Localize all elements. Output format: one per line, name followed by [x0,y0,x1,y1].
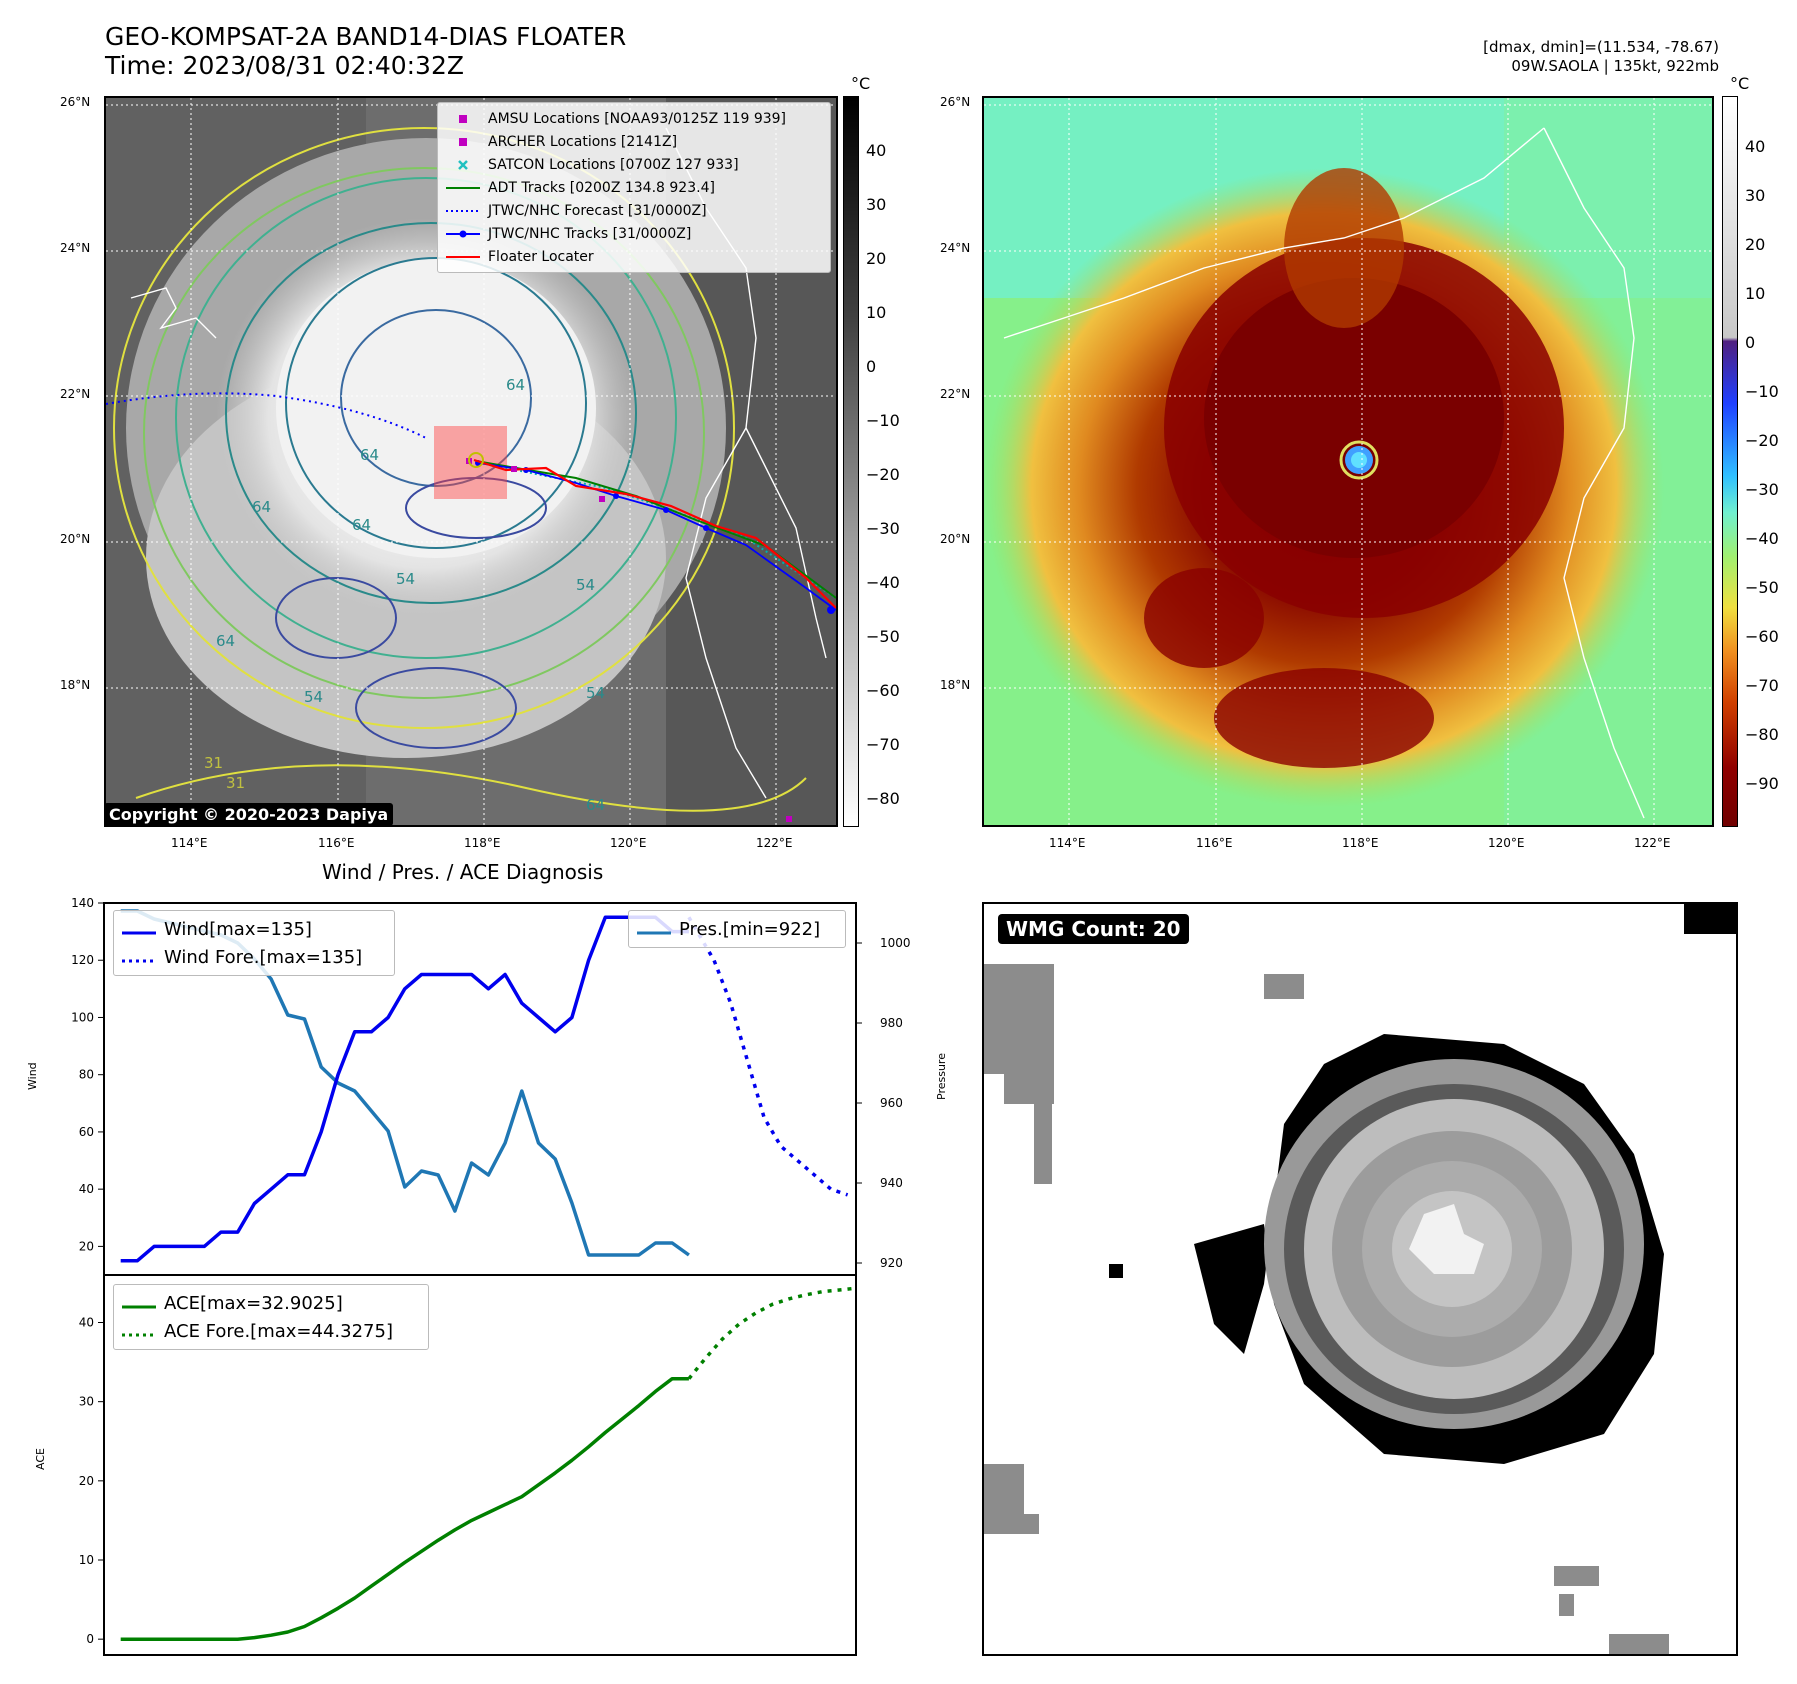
floater-locater-track [473,458,836,609]
left-colorbar [843,96,859,827]
legend-item: Wind[max=135] [122,915,386,943]
y-tick-label: 0 [86,1632,94,1646]
legend-item: SATCON Locations [0700Z 127 933] [446,153,822,176]
wind-legend: Wind[max=135] Wind Fore.[max=135] [113,910,395,976]
legend-item: ADT Tracks [0200Z 134.8 923.4] [446,176,822,199]
wind-line [120,915,689,1263]
x-marker-icon [446,159,480,171]
solid-line-icon [122,923,156,935]
right-colorbar [1722,96,1738,827]
y-tick-label: 20 [79,1474,94,1488]
solid-line-icon [122,1297,156,1309]
contour-label: 31 [204,754,223,772]
left-colorbar-unit: °C [851,74,871,93]
wmg-count-badge: WMG Count: 20 [998,914,1189,944]
y-tick-label: 20 [79,1239,94,1253]
y2-tick-label: 960 [880,1096,903,1110]
legend-item: ACE Fore.[max=44.3275] [122,1317,420,1345]
y-tick-label: 10 [79,1553,94,1567]
copyright-badge: Copyright © 2020-2023 Dapiya [104,803,394,826]
y-tick-label: 40 [79,1182,94,1196]
square-marker-icon [446,113,480,125]
wind-axis-label: Wind [26,1062,39,1090]
dotted-line-icon [446,205,480,217]
legend-item: JTWC/NHC Tracks [31/0000Z] [446,222,822,245]
dmax-dmin-text: [dmax, dmin]=(11.534, -78.67) [1483,38,1719,56]
legend-item: Floater Locater [446,245,822,268]
legend-item: ARCHER Locations [2141Z] [446,130,822,153]
line-dot-icon [446,228,480,240]
contour-label: 64 [352,516,371,534]
legend-item: Pres.[min=922] [637,915,837,943]
legend-item: JTWC/NHC Forecast [31/0000Z] [446,199,822,222]
square-marker-icon [446,136,480,148]
pressure-axis-label: Pressure [935,1053,948,1100]
contour-label: 54 [586,684,605,702]
y-tick-label: 100 [71,1010,94,1024]
wmg-image [984,904,1736,1654]
contour-label: 64 [252,498,271,516]
contour-label: 64 [506,376,525,394]
figure-title: GEO-KOMPSAT-2A BAND14-DIAS FLOATER Time:… [105,22,627,80]
color-ir-map-panel [982,96,1714,827]
contour-label: 54 [576,576,595,594]
contour-label: 54 [304,688,323,706]
right-colorbar-unit: °C [1730,74,1750,93]
y-tick-label: 140 [71,896,94,910]
diagnosis-title: Wind / Pres. / ACE Diagnosis [322,860,604,884]
color-ir-map-image [984,98,1712,825]
y2-tick-label: 1000 [880,936,911,950]
contour-label: 64 [360,446,379,464]
ir-map-panel: 64 64 64 54 54 64 64 31 31 54 64 54 AMSU… [104,96,838,827]
storm-info: [dmax, dmin]=(11.534, -78.67) 09W.SAOLA … [1483,38,1719,76]
solid-line-icon [446,182,480,194]
wmg-panel [982,902,1738,1656]
legend-item: ACE[max=32.9025] [122,1289,420,1317]
legend-item: Wind Fore.[max=135] [122,943,386,971]
legend-item: AMSU Locations [NOAA93/0125Z 119 939] [446,107,822,130]
solid-line-icon [637,923,671,935]
storm-summary-text: 09W.SAOLA | 135kt, 922mb [1511,57,1719,75]
dotted-line-icon [122,1325,156,1337]
ace-forecast-line [687,1286,857,1380]
y-tick-label: 60 [79,1125,94,1139]
y-tick-label: 80 [79,1068,94,1082]
ace-line [120,1376,689,1641]
contour-label: 64 [216,632,235,650]
pressure-legend: Pres.[min=922] [628,910,846,948]
y2-tick-label: 980 [880,1016,903,1030]
diagnosis-chart: 20 40 60 80 100 120 140 920 940 960 980 1000 0 10 20… [26,896,948,1656]
contour-label: 54 [396,570,415,588]
y-tick-label: 40 [79,1316,94,1330]
ace-axis-label: ACE [34,1448,47,1470]
contour-label: 31 [226,774,245,792]
track-legend: AMSU Locations [NOAA93/0125Z 119 939] AR… [437,102,831,273]
dotted-line-icon [122,951,156,963]
y-tick-label: 120 [71,953,94,967]
y-tick-label: 30 [79,1395,94,1409]
contour-label: 64 [586,796,605,814]
y2-tick-label: 940 [880,1176,903,1190]
solid-line-icon [446,251,480,263]
ace-legend: ACE[max=32.9025] ACE Fore.[max=44.3275] [113,1284,429,1350]
y2-tick-label: 920 [880,1256,903,1270]
